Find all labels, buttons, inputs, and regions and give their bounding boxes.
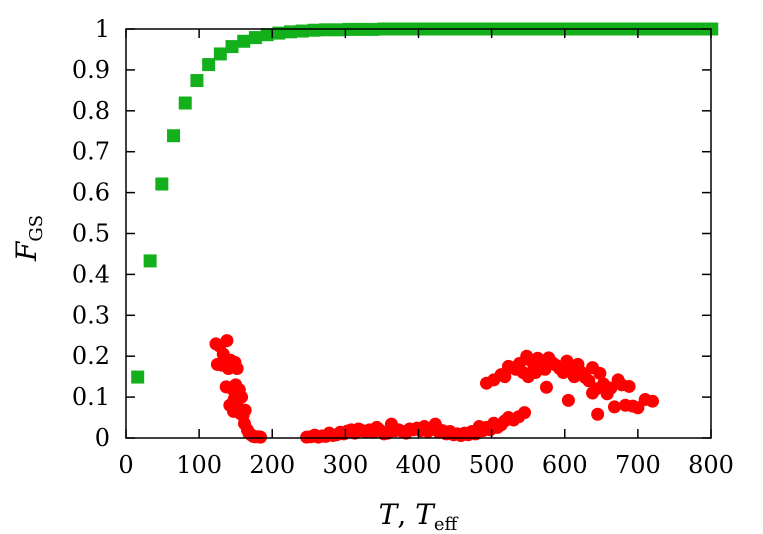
y-tick-label: 0.9 [72, 56, 110, 84]
data-point-square [237, 34, 251, 48]
data-point-square [319, 23, 333, 37]
data-point-circle [622, 379, 636, 393]
x-tick-label: 600 [542, 451, 588, 479]
data-point-circle [591, 407, 605, 421]
y-tick-label: 0.3 [72, 301, 110, 329]
plot-area [131, 22, 719, 444]
x-tick-label: 100 [176, 451, 222, 479]
data-point-square [131, 370, 145, 384]
y-tick-label: 0.4 [72, 260, 110, 288]
y-axis-label: FGS [10, 215, 47, 262]
axes [125, 28, 712, 439]
x-tick-label: 200 [249, 451, 295, 479]
data-point-circle [593, 366, 607, 380]
data-point-circle [254, 430, 268, 444]
x-tick-label: 500 [469, 451, 515, 479]
y-tick-label: 0.6 [72, 179, 110, 207]
data-point-circle [498, 370, 512, 384]
data-point-square [225, 40, 239, 54]
data-point-circle [646, 394, 659, 408]
data-point-square [155, 177, 169, 191]
data-point-square [248, 31, 262, 45]
data-point-square [272, 26, 286, 40]
data-point-square [307, 23, 321, 37]
data-point-circle [586, 386, 600, 400]
data-point-square [330, 23, 344, 37]
data-point-square [143, 254, 157, 268]
data-point-circle [238, 403, 252, 417]
y-tick-label: 0.1 [72, 383, 110, 411]
data-point-circle [220, 334, 234, 348]
data-point-circle [230, 361, 244, 375]
tick-labels: 0 100 200 300 400 500 600 700 800 0 0.1 0.2 0.3 0.4 0.… [72, 15, 734, 479]
data-point-square [260, 28, 274, 42]
data-point-square [284, 25, 298, 39]
y-tick-label: 0.5 [72, 220, 110, 248]
data-point-circle [529, 366, 542, 380]
x-tick-label: 700 [615, 451, 661, 479]
data-point-square [213, 47, 227, 61]
x-tick-label: 800 [688, 451, 734, 479]
data-point-circle [539, 380, 553, 394]
y-tick-label: 0 [95, 424, 110, 452]
x-tick-label: 300 [322, 451, 368, 479]
y-tick-label: 1 [95, 15, 110, 43]
data-point-square [295, 24, 309, 38]
data-point-circle [561, 393, 575, 407]
data-point-circle [235, 390, 249, 404]
data-point-square [167, 129, 181, 143]
data-point-square [178, 96, 192, 110]
x-tick-label: 400 [396, 451, 442, 479]
data-point-circle [518, 406, 532, 420]
data-point-square [190, 74, 204, 88]
y-tick-label: 0.8 [72, 97, 110, 125]
y-tick-label: 0.7 [72, 138, 110, 166]
y-tick-label: 0.2 [72, 342, 110, 370]
data-point-square [202, 58, 216, 72]
x-axis-label: T, Teff [379, 498, 459, 534]
x-tick-label: 0 [118, 451, 133, 479]
data-point-circle [607, 400, 621, 414]
